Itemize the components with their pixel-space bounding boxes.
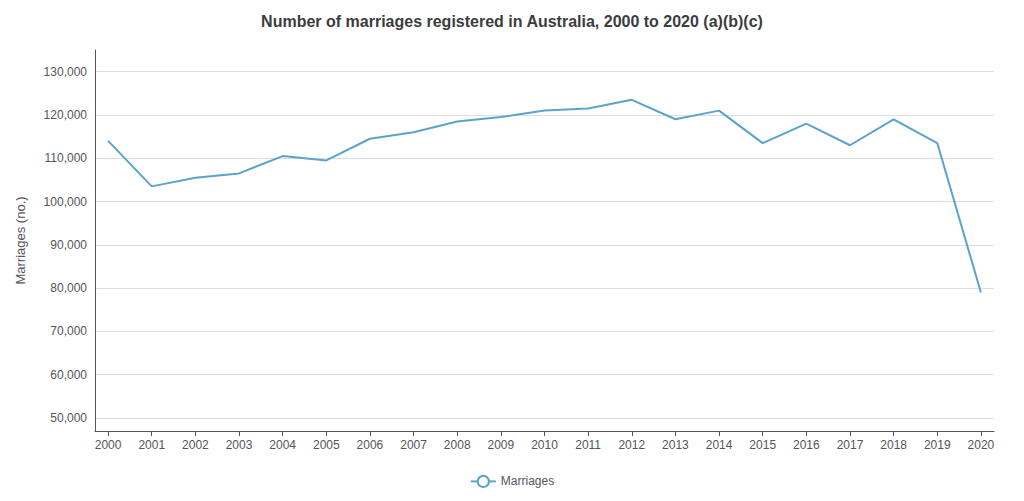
svg-text:2015: 2015: [749, 438, 776, 452]
svg-text:2006: 2006: [357, 438, 384, 452]
svg-text:80,000: 80,000: [50, 281, 87, 295]
svg-text:110,000: 110,000: [45, 151, 88, 165]
svg-text:2003: 2003: [226, 438, 253, 452]
svg-text:120,000: 120,000: [44, 108, 88, 122]
svg-text:Marriages: Marriages: [501, 474, 554, 488]
svg-text:90,000: 90,000: [50, 238, 87, 252]
svg-text:2005: 2005: [313, 438, 340, 452]
svg-text:130,000: 130,000: [44, 65, 88, 79]
svg-text:50,000: 50,000: [50, 411, 87, 425]
svg-text:2008: 2008: [444, 438, 471, 452]
svg-text:2013: 2013: [662, 438, 689, 452]
svg-text:2012: 2012: [618, 438, 645, 452]
svg-text:60,000: 60,000: [50, 368, 87, 382]
svg-text:Number of marriages registered: Number of marriages registered in Austra…: [261, 13, 763, 30]
svg-text:2014: 2014: [706, 438, 733, 452]
svg-text:2002: 2002: [182, 438, 209, 452]
svg-text:2010: 2010: [531, 438, 558, 452]
svg-text:70,000: 70,000: [50, 324, 87, 338]
svg-text:2004: 2004: [269, 438, 296, 452]
svg-text:2007: 2007: [400, 438, 427, 452]
svg-text:2020: 2020: [968, 438, 995, 452]
svg-text:2009: 2009: [488, 438, 515, 452]
svg-text:2016: 2016: [793, 438, 820, 452]
svg-text:2000: 2000: [95, 438, 122, 452]
svg-text:2001: 2001: [138, 438, 165, 452]
svg-text:2018: 2018: [880, 438, 907, 452]
svg-text:100,000: 100,000: [44, 195, 88, 209]
svg-text:2017: 2017: [837, 438, 864, 452]
svg-text:2011: 2011: [575, 438, 601, 452]
svg-text:Marriages (no.): Marriages (no.): [13, 196, 28, 284]
svg-text:2019: 2019: [924, 438, 951, 452]
